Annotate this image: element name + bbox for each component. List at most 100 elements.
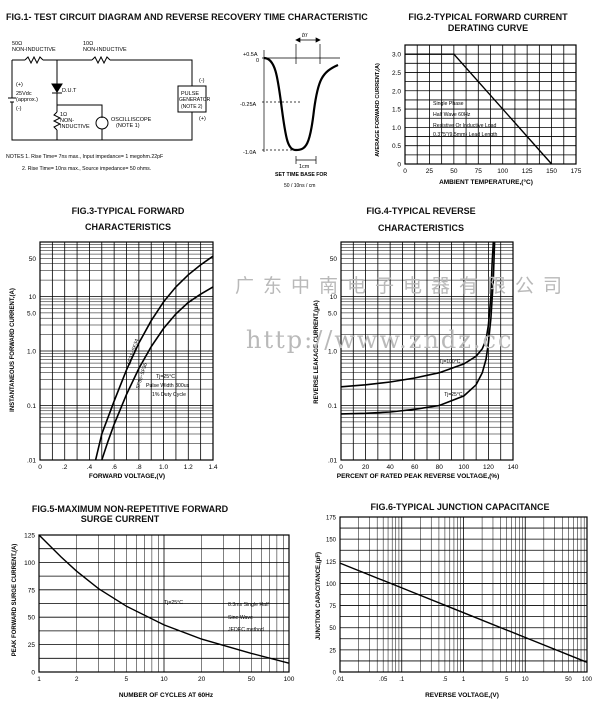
f4-y-tick-2: 5.0 xyxy=(328,310,337,317)
fig3-series-line-1 xyxy=(101,286,214,461)
fig2-xlabel: AMBIENT TEMPERATURE,(°C) xyxy=(439,178,533,186)
f4-x-tick-2: 40 xyxy=(387,464,395,471)
f5-y-tick-0: 0 xyxy=(31,670,35,677)
fig3-xlabel: FORWARD VOLTAGE,(V) xyxy=(89,473,165,480)
r50-note: NON-INDUCTIVE xyxy=(12,47,56,53)
r10-label: 10Ω xyxy=(83,41,93,47)
vdc-approx: (approx.) xyxy=(16,97,38,103)
plus-top: (+) xyxy=(16,82,23,88)
fig1-test-circuit: FIG.1- TEST CIRCUIT DIAGRAM AND REVERSE … xyxy=(6,12,368,141)
fig4-series-line-1 xyxy=(340,241,496,415)
f3-y-tick-1: 10 xyxy=(29,294,37,301)
f6-x-tick-0: .01 xyxy=(336,677,345,683)
fig4-title-2: CHARACTERISTICS xyxy=(378,223,464,233)
f2-y-tick-0: 0 xyxy=(397,162,401,169)
fig3-title-1: FIG.3-TYPICAL FORWARD xyxy=(72,206,185,216)
fig5-ann-1: 8.3ms Single Half xyxy=(228,602,269,608)
recovery-curve xyxy=(263,56,339,152)
r1-label: 1Ω xyxy=(60,112,67,118)
fig3-ann-1: Tj=25°C xyxy=(156,374,175,380)
fig5-ylabel: PEAK FORWARD SURGE CURRENT,(A) xyxy=(12,544,18,657)
f6-y-tick-6: 150 xyxy=(326,538,337,544)
f3-x-tick-2: .4 xyxy=(87,464,93,471)
f3-x-tick-6: 1.2 xyxy=(184,464,193,471)
f6-x-tick-8: 100 xyxy=(582,677,593,683)
fig3-series-line-0 xyxy=(94,255,214,461)
f6-y-tick-1: 25 xyxy=(329,648,336,654)
fig1-labels: 50Ω NON-INDUCTIVE 10Ω NON-INDUCTIVE (+) … xyxy=(6,41,211,172)
f3-x-tick-1: .2 xyxy=(62,464,68,471)
wave-ytop: +0.5A xyxy=(243,52,258,58)
r1-note1: NON- xyxy=(60,118,74,124)
osc-note: (NOTE 1) xyxy=(116,123,140,129)
f6-y-tick-5: 125 xyxy=(326,560,337,566)
f2-x-tick-0: 0 xyxy=(403,168,407,175)
fig2-title-2: DERATING CURVE xyxy=(448,23,528,33)
fig2-ann-4: 0.375"(9.5mm) Lead Length xyxy=(433,132,498,138)
f5-y-tick-3: 75 xyxy=(28,587,36,594)
f5-x-tick-3: 10 xyxy=(160,676,168,683)
watermark-chinese: 广东中南电子电器有限公司 xyxy=(235,275,571,297)
trr-label: trr xyxy=(302,33,309,39)
f2-y-tick-4: 2.0 xyxy=(392,88,401,95)
f4-x-tick-5: 100 xyxy=(458,464,469,471)
fig3-ann-3: 1% Duty Cycle xyxy=(152,392,186,398)
fig5-ann-2: Sine Wave xyxy=(228,615,253,621)
f4-x-tick-6: 120 xyxy=(483,464,494,471)
f2-y-tick-2: 1.0 xyxy=(392,125,401,132)
fig4-title-1: FIG.4-TYPICAL REVERSE xyxy=(366,206,475,216)
f2-x-tick-2: 50 xyxy=(450,168,458,175)
minus-left: (-) xyxy=(16,106,22,112)
f3-y-tick-2: 5.0 xyxy=(27,310,36,317)
wave-yzero: 0 xyxy=(256,58,259,64)
f6-y-tick-0: 0 xyxy=(333,671,337,677)
fig6-ylabel: JUNCTION CAPACITANCE,(pF) xyxy=(316,552,322,640)
f4-y-tick-0: 50 xyxy=(330,256,338,263)
vdc-label: 25Vdc xyxy=(16,91,32,97)
f4-y-tick-3: 1.0 xyxy=(328,349,337,356)
pulse-line2: GENERATOR xyxy=(179,97,211,103)
fig5-title-2: SURGE CURRENT xyxy=(81,514,160,524)
f3-x-tick-4: .8 xyxy=(136,464,142,471)
dut-label: D.U.T xyxy=(62,88,77,94)
f2-y-tick-1: 0.5 xyxy=(392,143,401,150)
f2-x-tick-1: 25 xyxy=(426,168,434,175)
f5-x-tick-4: 20 xyxy=(198,676,206,683)
watermark-url: http://www.zndz.cc xyxy=(246,326,513,354)
fig6-title: FIG.6-TYPICAL JUNCTION CAPACITANCE xyxy=(370,502,549,512)
f3-y-tick-5: .01 xyxy=(27,458,36,465)
pulse-line1: PULSE xyxy=(181,91,199,97)
osc-label: OSCILLISCOPE xyxy=(111,117,152,123)
fig5-xlabel: NUMBER OF CYCLES AT 60Hz xyxy=(119,692,214,699)
fig3-ylabel: INSTANTANEOUS FORWARD CURRENT,(A) xyxy=(10,288,16,412)
f6-x-tick-3: .5 xyxy=(442,677,448,683)
minus-right: (-) xyxy=(199,78,205,84)
fig5-title-1: FIG.5-MAXIMUM NON-REPETITIVE FORWARD xyxy=(32,504,229,514)
f4-y-tick-5: .01 xyxy=(328,458,337,465)
f3-x-tick-7: 1.4 xyxy=(208,464,217,471)
r1-note2: INDUCTIVE xyxy=(60,124,90,130)
plus-right: (+) xyxy=(199,116,206,122)
f5-y-tick-1: 25 xyxy=(28,642,36,649)
f6-y-tick-3: 75 xyxy=(329,604,336,610)
f3-x-tick-5: 1.0 xyxy=(159,464,168,471)
fig2-ylabel: AVERAGE FORWARD CURRENT,(A) xyxy=(375,63,381,157)
fig2-derating-line xyxy=(405,53,553,165)
f4-x-tick-3: 60 xyxy=(411,464,419,471)
timebase-2: 50 / 10ns / cm xyxy=(284,183,315,189)
fig4-series-line-0 xyxy=(340,241,495,388)
fig2-title-1: FIG.2-TYPICAL FORWARD CURRENT xyxy=(408,12,568,22)
f6-x-tick-7: 50 xyxy=(565,677,572,683)
timebase-1: SET TIME BASE FOR xyxy=(275,172,327,178)
r10-note: NON-INDUCTIVE xyxy=(83,47,127,53)
f2-y-tick-5: 2.5 xyxy=(392,70,401,77)
f6-x-tick-1: .05 xyxy=(379,677,388,683)
fig4-ylabel: REVERSE LEAKAGE CURRENT,(µA) xyxy=(314,300,320,403)
f6-y-tick-4: 100 xyxy=(326,582,337,588)
fig5-surge-curve xyxy=(38,534,290,664)
fig4-xlabel: PERCENT OF RATED PEAK REVERSE VOLTAGE,(%… xyxy=(337,473,500,480)
f4-y-tick-1: 10 xyxy=(330,294,338,301)
f4-x-tick-7: 140 xyxy=(508,464,519,471)
f4-y-tick-4: 0.1 xyxy=(328,403,337,410)
fig2-ann-2: Half Wave 60Hz xyxy=(433,112,471,118)
